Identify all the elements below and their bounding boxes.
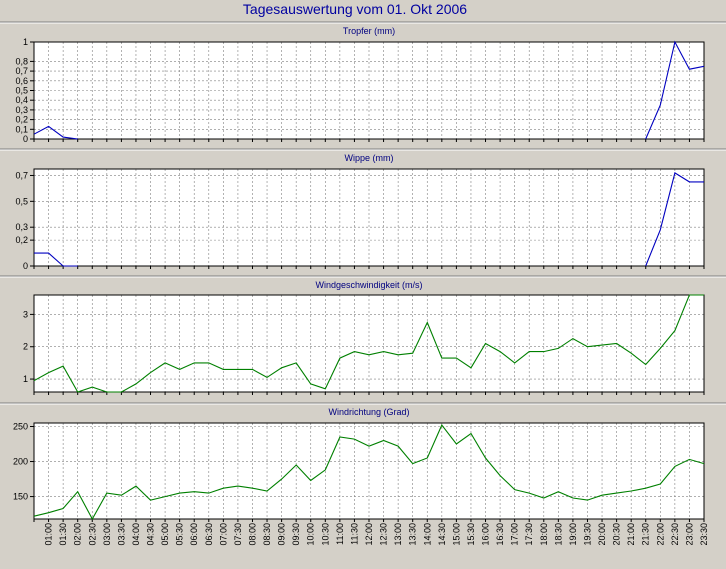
time-tick-label: 14:00 bbox=[422, 523, 432, 546]
panel-3-ytick-label: 2 bbox=[23, 342, 28, 352]
time-tick-label: 22:30 bbox=[670, 523, 680, 546]
time-tick-label: 09:00 bbox=[277, 523, 287, 546]
panel-2-series-line bbox=[645, 172, 704, 267]
time-tick-label: 02:30 bbox=[87, 523, 97, 546]
time-tick-label: 22:00 bbox=[655, 523, 665, 546]
time-tick-label: 12:30 bbox=[379, 523, 389, 546]
time-tick-label: 06:00 bbox=[189, 523, 199, 546]
panel-2-series-line bbox=[34, 252, 78, 267]
time-tick-label: 18:00 bbox=[539, 523, 549, 546]
time-tick-label: 09:30 bbox=[291, 523, 301, 546]
time-tick-label: 15:30 bbox=[466, 523, 476, 546]
panel-3-series-line bbox=[33, 294, 704, 393]
time-tick-label: 18:30 bbox=[553, 523, 563, 546]
time-tick-label: 20:30 bbox=[612, 523, 622, 546]
panel-4-series-line bbox=[33, 424, 705, 521]
time-tick-label: 07:00 bbox=[218, 523, 228, 546]
time-tick-label: 17:00 bbox=[510, 523, 520, 546]
panel-1-ytick-label: 0,8 bbox=[15, 56, 28, 66]
panel-4-ytick-label: 200 bbox=[13, 457, 28, 467]
panel-3-ytick-label: 1 bbox=[23, 374, 28, 384]
time-tick-label: 16:00 bbox=[481, 523, 491, 546]
time-tick-label: 13:00 bbox=[393, 523, 403, 546]
time-tick-label: 08:00 bbox=[248, 523, 258, 546]
time-tick-label: 11:30 bbox=[349, 523, 359, 545]
panel-1-ytick-label: 0,5 bbox=[15, 86, 28, 96]
panel-1-series-line bbox=[645, 40, 705, 140]
time-tick-label: 05:30 bbox=[175, 523, 185, 546]
time-tick-label: 16:30 bbox=[495, 523, 505, 546]
time-tick-label: 14:30 bbox=[437, 523, 447, 546]
time-tick-label: 13:30 bbox=[408, 523, 418, 546]
time-tick-label: 10:00 bbox=[306, 523, 316, 546]
panel-2-ytick-label: 0,2 bbox=[15, 235, 28, 245]
time-tick-label: 08:30 bbox=[262, 523, 272, 546]
panel-4-ytick-label: 250 bbox=[13, 422, 28, 432]
time-tick-label: 04:30 bbox=[146, 523, 156, 546]
time-tick-label: 17:30 bbox=[524, 523, 534, 546]
panel-1: Tropfer (mm) 00,10,20,30,40,50,60,70,8 1 bbox=[0, 21, 726, 144]
panel-1-title: Tropfer (mm) bbox=[343, 26, 395, 36]
panel-2-ytick-label: 0,7 bbox=[15, 170, 28, 180]
panel-3-ytick-label: 3 bbox=[23, 309, 28, 319]
panel-1-ytick-label: 1 bbox=[23, 37, 28, 47]
panel-1-ytick-label: 0,1 bbox=[15, 124, 28, 134]
time-tick-label: 12:00 bbox=[364, 523, 374, 546]
panel-2-ytick-label: 0,3 bbox=[15, 222, 28, 232]
panel-4-title: Windrichtung (Grad) bbox=[328, 407, 409, 417]
panel-1-ytick-label: 0,7 bbox=[15, 66, 28, 76]
time-tick-label: 03:00 bbox=[102, 523, 112, 546]
panel-1-ytick-label: 0,6 bbox=[15, 76, 28, 86]
time-tick-label: 19:30 bbox=[583, 523, 593, 546]
time-tick-label: 02:00 bbox=[73, 523, 83, 546]
panel-2-title: Wippe (mm) bbox=[345, 153, 394, 163]
panel-2: Wippe (mm) 0 0,2 0,3 0,5 0,7 bbox=[0, 148, 726, 271]
time-tick-label: 11:00 bbox=[335, 523, 345, 545]
time-tick-label: 01:00 bbox=[44, 523, 54, 546]
time-tick-label: 23:00 bbox=[684, 523, 694, 546]
report-title: Tagesauswertung vom 01. Okt 2006 bbox=[243, 1, 467, 17]
panel-3-title: Windgeschwindigkeit (m/s) bbox=[315, 280, 422, 290]
panel-2-ytick-label: 0,5 bbox=[15, 196, 28, 206]
time-tick-label: 19:00 bbox=[568, 523, 578, 546]
time-tick-label: 06:30 bbox=[204, 523, 214, 546]
panel-4-ytick-label: 150 bbox=[13, 492, 28, 502]
time-tick-label: 21:00 bbox=[626, 523, 636, 546]
time-tick-label: 05:00 bbox=[160, 523, 170, 546]
panel-4: Windrichtung (Grad) 150 200 250 bbox=[0, 402, 726, 522]
time-tick-label: 04:00 bbox=[131, 523, 141, 546]
panel-1-ytick-label: 0,4 bbox=[15, 95, 28, 105]
panel-3: Windgeschwindigkeit (m/s) 1 2 3 bbox=[0, 275, 726, 395]
panel-1-ytick-label: 0 bbox=[23, 134, 28, 144]
time-tick-label: 10:30 bbox=[320, 523, 330, 546]
panel-1-ytick-label: 0,2 bbox=[15, 115, 28, 125]
time-tick-label: 07:30 bbox=[233, 523, 243, 546]
time-tick-label: 01:30 bbox=[58, 523, 68, 546]
time-tick-label: 15:00 bbox=[451, 523, 461, 546]
panel-1-ytick-label: 0,3 bbox=[15, 105, 28, 115]
time-tick-label: 03:30 bbox=[116, 523, 126, 546]
time-tick-label: 21:30 bbox=[641, 523, 651, 546]
time-tick-label: 20:00 bbox=[597, 523, 607, 546]
panel-2-ytick-label: 0 bbox=[23, 261, 28, 271]
time-tick-label: 23:30 bbox=[699, 523, 709, 546]
panel-1-series-line bbox=[33, 125, 78, 140]
